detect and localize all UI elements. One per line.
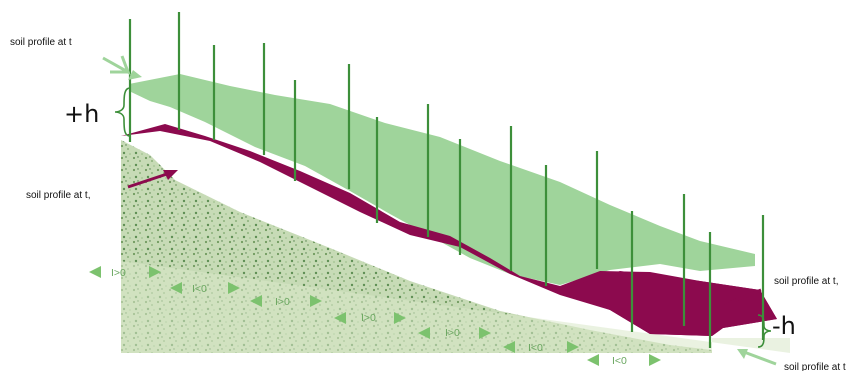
label-minus-h: -h [772,312,796,340]
pointer-arrow-icon [163,170,178,180]
flux-label: I<0 [503,341,579,354]
flux-labels: I>0 I<0 I>0 I>0 I>0 I<0 [89,266,661,367]
flux-label-text: I>0 [445,327,460,339]
left-arrow-icon [250,295,262,307]
label-profile-t-bottom: soil profile at t [784,362,846,371]
pointer-arrow-icon [737,349,748,359]
right-arrow-icon [310,295,322,307]
flux-label-text: I<0 [192,283,207,295]
flux-label: I>0 [89,266,161,279]
label-profile-t1-right: soil profile at t, [774,276,838,287]
measurement-rods [128,12,765,348]
flux-label-text: I<0 [528,342,543,354]
flux-label: I>0 [334,312,406,324]
pointer-arrow-icon [743,350,777,366]
profile-pointer-top [102,55,142,80]
left-arrow-icon [418,327,430,339]
left-arrow-icon [587,354,599,366]
flux-label: I>0 [418,327,491,339]
label-profile-t-top: soil profile at t [10,37,72,48]
flux-label-text: I<0 [612,355,627,367]
profile-pointer-right [724,288,762,309]
profile-pointer-bottom [737,349,777,366]
flux-label: I<0 [587,354,661,367]
right-arrow-icon [394,312,406,324]
pointer-arrow-icon [127,171,171,189]
flux-label-text: I>0 [275,296,290,308]
profile-pointer-left [127,170,178,189]
right-arrow-icon [649,354,661,366]
right-arrow-icon [149,266,161,278]
initial-profile-band[interactable] [129,74,755,285]
flux-label: I<0 [170,282,240,295]
flux-label-text: I>0 [111,267,126,279]
eroded-profile-end [560,271,777,336]
left-arrow-icon [89,266,101,278]
flux-label-text: I>0 [361,312,376,324]
right-arrow-icon [228,282,240,294]
left-arrow-icon [334,312,346,324]
lower-slab [121,261,790,353]
left-arrow-icon [503,341,515,353]
minus-h-bracket [757,314,772,348]
label-plus-h: +h [64,100,99,128]
pointer-arrow-icon [102,55,131,76]
pointer-arrow-icon [724,298,736,309]
left-arrow-icon [170,282,182,294]
right-arrow-icon [567,341,579,353]
right-arrow-icon [479,327,491,339]
plus-h-bracket [114,87,131,137]
pointer-arrow-icon [128,70,142,80]
flux-label: I>0 [250,295,322,308]
label-profile-t1-left: soil profile at t, [26,190,90,201]
